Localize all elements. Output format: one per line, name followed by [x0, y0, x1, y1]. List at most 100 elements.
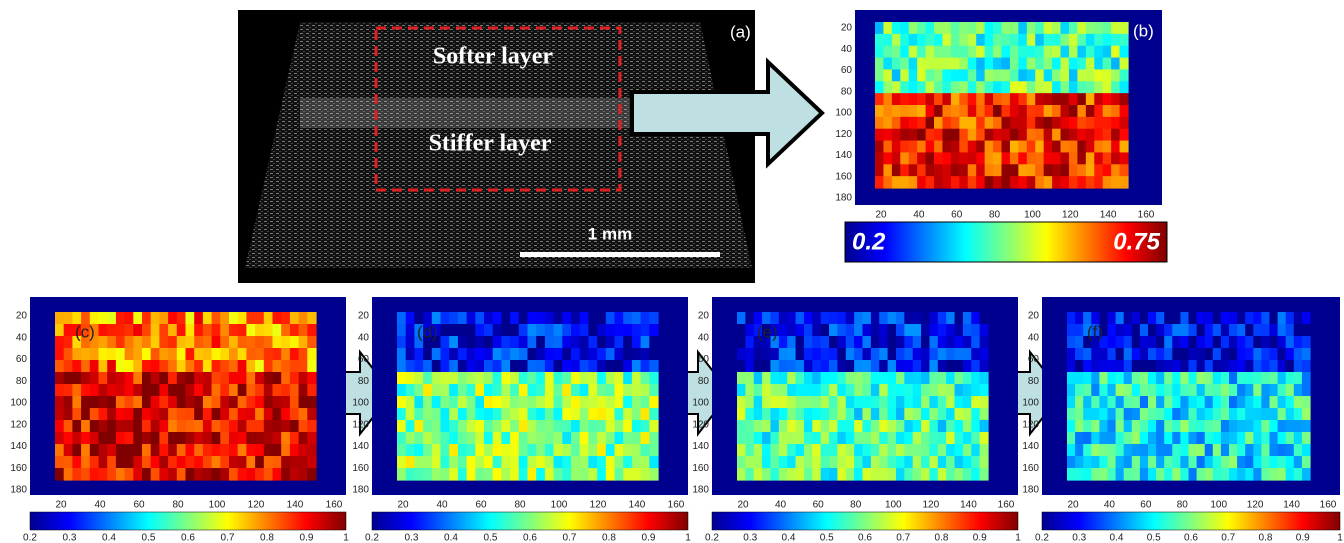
heatmap-cell: [281, 360, 291, 373]
colorbar-tick-label: 1: [685, 533, 691, 543]
heatmap-cell: [904, 420, 914, 433]
heatmap-cell: [921, 396, 931, 409]
heatmap-cell: [466, 432, 476, 445]
heatmap-cell: [1111, 140, 1121, 154]
heatmap-cell: [1075, 336, 1084, 349]
heatmap-cell: [484, 360, 494, 373]
heatmap-cell: [1094, 152, 1104, 165]
heatmap-cell: [946, 468, 956, 481]
heatmap-cell: [263, 336, 274, 349]
heatmap-cell: [571, 432, 581, 445]
heatmap-cell: [1156, 324, 1165, 337]
heatmap-cell: [1085, 81, 1095, 94]
heatmap-cell: [150, 468, 160, 481]
x-tick-label: 160: [326, 500, 343, 511]
heatmap-cell: [501, 432, 511, 445]
x-tick-label: 40: [775, 500, 787, 511]
heatmap-cell: [845, 396, 855, 409]
heatmap-cell: [527, 420, 537, 433]
heatmap-cell: [510, 360, 520, 373]
heatmap-cell: [440, 444, 450, 457]
heatmap-cell: [55, 372, 65, 385]
heatmap-cell: [518, 312, 529, 325]
heatmap-cell: [1180, 312, 1190, 325]
heatmap-cell: [1099, 444, 1109, 457]
heatmap-cell: [1068, 45, 1078, 59]
heatmap-cell: [168, 372, 178, 385]
heatmap-cell: [553, 396, 563, 409]
heatmap-cell: [1139, 432, 1149, 445]
heatmap-cell: [1123, 384, 1133, 397]
heatmap-cell: [962, 468, 972, 481]
heatmap-cell: [925, 57, 935, 71]
heatmap-cell: [571, 420, 581, 433]
heatmap-cell: [967, 164, 977, 177]
heatmap-cell: [1009, 69, 1019, 82]
heatmap-cell: [820, 360, 830, 373]
heatmap-cell: [1052, 176, 1062, 189]
heatmap-cell: [1172, 360, 1181, 373]
heatmap-cell: [959, 152, 969, 165]
heatmap-cell: [237, 348, 247, 361]
heatmap-cell: [875, 128, 885, 142]
heatmap-cell: [1131, 468, 1141, 481]
heatmap-cell: [185, 408, 195, 421]
heatmap-cell: [870, 360, 880, 373]
heatmap-cell: [1196, 336, 1206, 349]
heatmap-cell: [1119, 57, 1129, 71]
heatmap-cell: [1131, 456, 1141, 469]
heatmap-cell: [492, 324, 502, 337]
heatmap-cell: [272, 384, 282, 397]
heatmap-cell: [1188, 432, 1198, 445]
heatmap-cell: [946, 384, 956, 397]
heatmap-cell: [1026, 105, 1036, 118]
heatmap-cell: [414, 312, 424, 325]
heatmap-cell: [1077, 176, 1087, 189]
heatmap-cell: [921, 420, 931, 433]
heatmap-cell: [917, 45, 927, 59]
heatmap-cell: [929, 336, 939, 349]
colorbar-tick-label: 1: [343, 533, 349, 543]
heatmap-cell: [1099, 312, 1109, 325]
heatmap-cell: [934, 152, 944, 165]
heatmap-cell: [921, 444, 931, 457]
heatmap-cell: [1212, 348, 1222, 361]
heatmap-cell: [870, 372, 880, 385]
heatmap-cell: [597, 348, 607, 361]
heatmap-cell: [1148, 348, 1157, 361]
heatmap-cell: [623, 420, 633, 433]
heatmap-cell: [954, 444, 964, 457]
heatmap-cell: [1123, 312, 1133, 325]
heatmap-cell: [527, 348, 537, 361]
heatmap-cell: [492, 312, 502, 325]
heatmap-cell: [1035, 57, 1045, 71]
heatmap-cell: [246, 360, 256, 373]
heatmap-cell: [449, 420, 459, 433]
heatmap-cell: [1196, 444, 1206, 457]
heatmap-cell: [229, 324, 239, 337]
heatmap-cell: [862, 384, 872, 397]
heatmap-cell: [150, 336, 160, 349]
heatmap-cell: [527, 312, 537, 325]
y-tick-label: 180: [835, 193, 852, 204]
heatmap-cell: [1009, 128, 1019, 142]
heatmap-cell: [1139, 396, 1149, 409]
x-tick-label: 60: [951, 210, 963, 221]
heatmap-cell: [202, 444, 213, 457]
heatmap-cell: [579, 384, 589, 397]
heatmap-cell: [1293, 456, 1303, 469]
colorbar: [711, 511, 1019, 531]
heatmap-cell: [1068, 164, 1078, 177]
heatmap-cell: [1091, 396, 1100, 409]
heatmap-cell: [89, 396, 100, 409]
heatmap-cell: [1188, 396, 1198, 409]
heatmap-cell: [993, 140, 1003, 154]
heatmap-cell: [1052, 140, 1062, 154]
heatmap-cell: [1091, 384, 1100, 397]
heatmap-cell: [457, 348, 468, 361]
colorbar-tick-label: 0.2: [1035, 533, 1049, 543]
y-tick-label: 140: [1022, 441, 1039, 452]
heatmap-cell: [937, 312, 947, 325]
heatmap-cell: [89, 312, 100, 325]
heatmap-cell: [605, 468, 616, 481]
